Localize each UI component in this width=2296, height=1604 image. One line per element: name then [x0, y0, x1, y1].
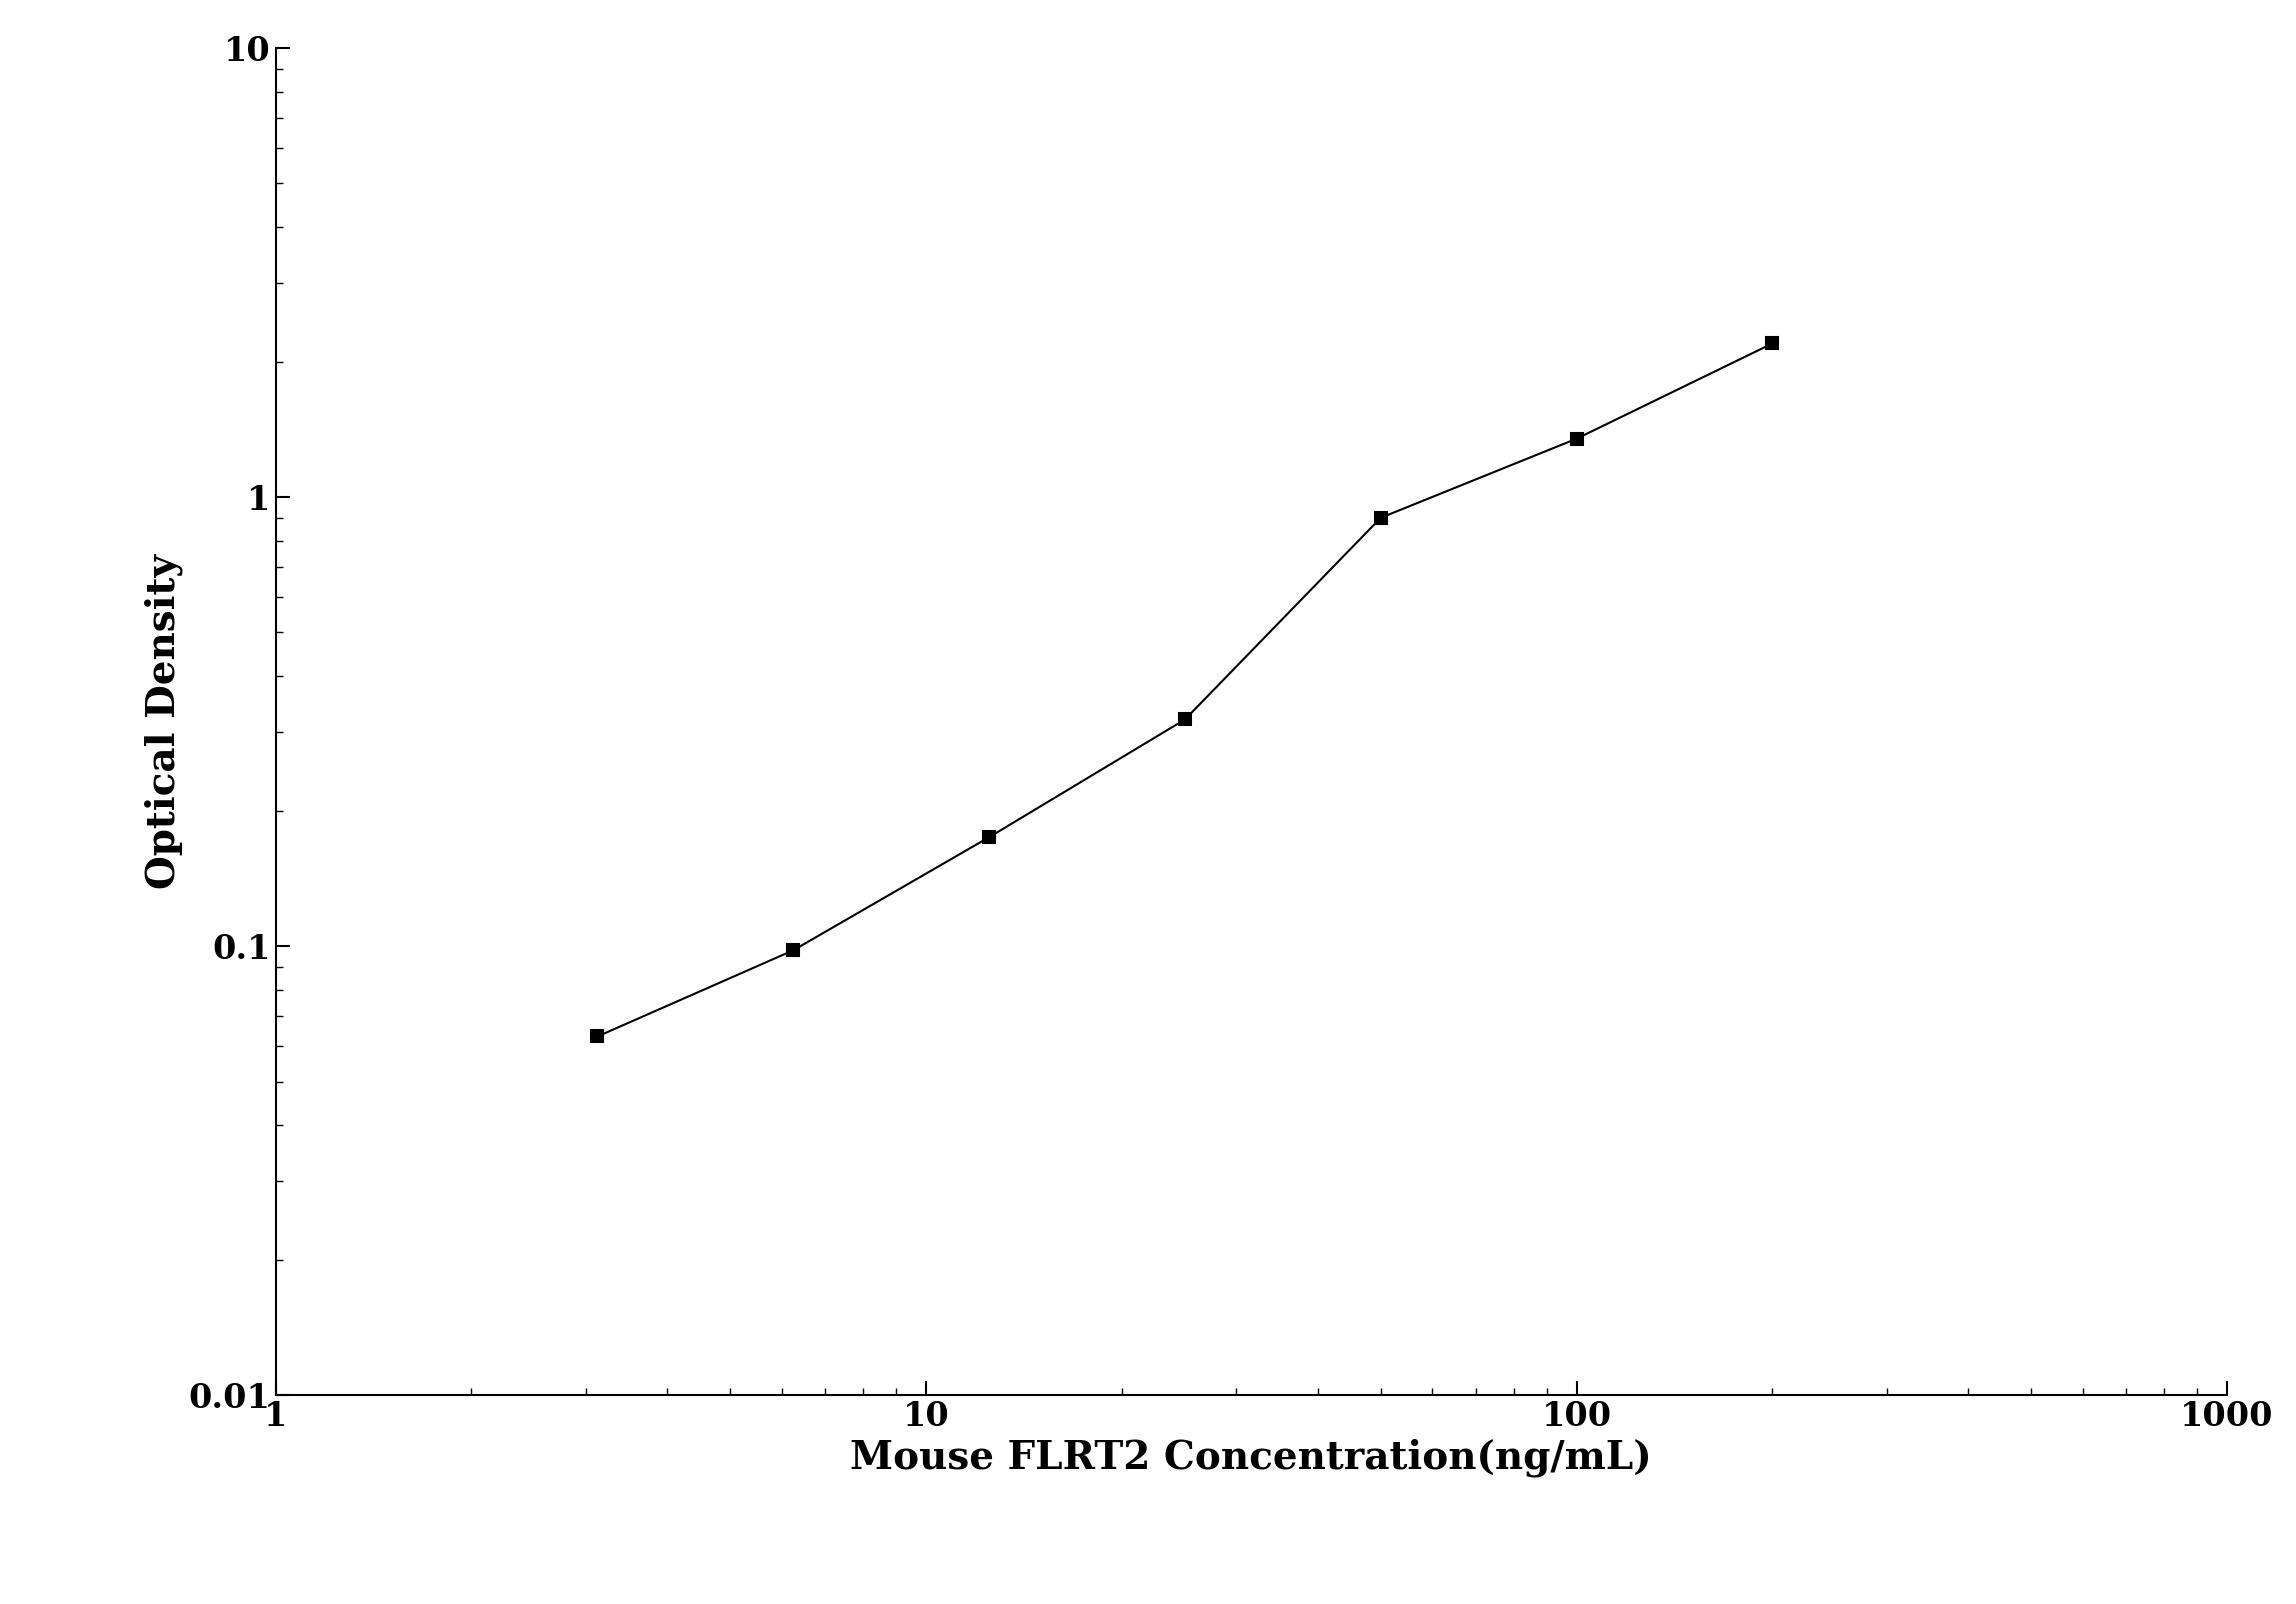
X-axis label: Mouse FLRT2 Concentration(ng/mL): Mouse FLRT2 Concentration(ng/mL)	[850, 1439, 1653, 1477]
Y-axis label: Optical Density: Optical Density	[145, 555, 184, 889]
